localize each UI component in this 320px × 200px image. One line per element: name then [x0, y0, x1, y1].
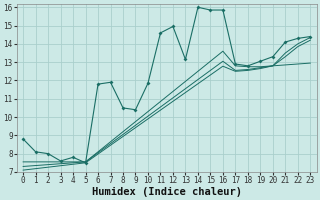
X-axis label: Humidex (Indice chaleur): Humidex (Indice chaleur) [92, 186, 242, 197]
